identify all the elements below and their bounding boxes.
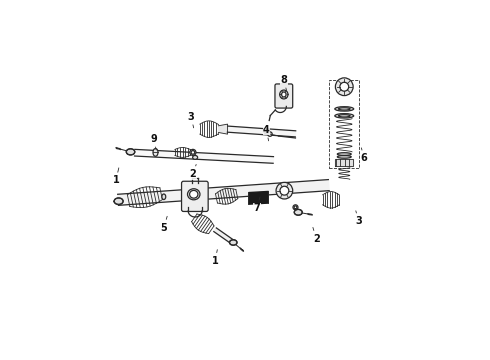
Ellipse shape	[153, 149, 158, 156]
Ellipse shape	[293, 205, 298, 210]
Circle shape	[276, 183, 293, 199]
Ellipse shape	[339, 108, 350, 110]
Ellipse shape	[282, 92, 286, 97]
Text: 5: 5	[160, 216, 167, 233]
Text: 7: 7	[253, 197, 260, 213]
Text: 2: 2	[313, 228, 319, 244]
Ellipse shape	[335, 107, 354, 111]
Ellipse shape	[294, 206, 297, 209]
Ellipse shape	[337, 153, 351, 156]
Ellipse shape	[229, 240, 237, 245]
Polygon shape	[135, 149, 273, 163]
FancyBboxPatch shape	[275, 84, 293, 108]
Ellipse shape	[268, 132, 272, 136]
Text: 1: 1	[113, 168, 119, 185]
Circle shape	[335, 78, 353, 96]
Ellipse shape	[294, 210, 302, 215]
Text: 6: 6	[361, 148, 368, 163]
Ellipse shape	[264, 128, 269, 134]
Polygon shape	[219, 124, 227, 134]
Text: 4: 4	[263, 125, 270, 141]
Ellipse shape	[126, 149, 135, 155]
Text: 2: 2	[190, 165, 196, 179]
Circle shape	[340, 82, 349, 91]
Polygon shape	[118, 180, 329, 205]
Ellipse shape	[280, 90, 288, 99]
Text: 3: 3	[355, 211, 362, 226]
Ellipse shape	[190, 190, 198, 198]
Ellipse shape	[335, 114, 354, 118]
Bar	[329, 80, 359, 168]
Polygon shape	[335, 158, 353, 166]
Text: 8: 8	[280, 75, 287, 90]
Polygon shape	[214, 228, 235, 244]
FancyBboxPatch shape	[182, 181, 208, 211]
Ellipse shape	[265, 129, 268, 133]
Ellipse shape	[162, 194, 166, 199]
Ellipse shape	[337, 156, 351, 158]
Ellipse shape	[190, 149, 196, 156]
Ellipse shape	[188, 189, 200, 200]
Ellipse shape	[339, 115, 350, 117]
Ellipse shape	[114, 198, 123, 204]
Polygon shape	[227, 126, 295, 137]
Text: 3: 3	[188, 112, 195, 128]
Circle shape	[280, 186, 289, 195]
Text: 1: 1	[212, 250, 219, 266]
Ellipse shape	[193, 156, 197, 159]
Ellipse shape	[191, 150, 195, 154]
Text: 9: 9	[150, 134, 157, 150]
